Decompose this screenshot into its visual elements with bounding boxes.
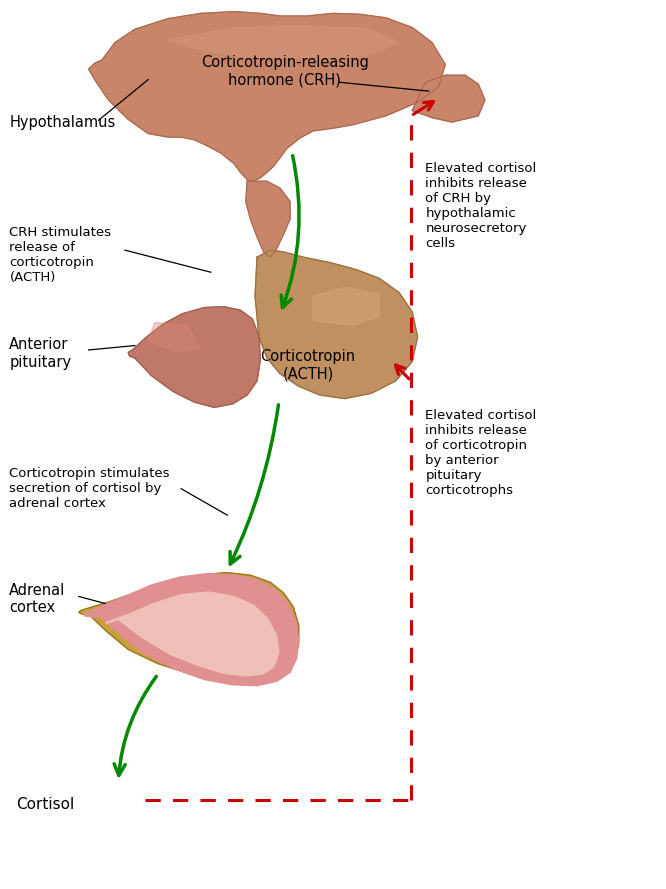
Text: Adrenal
cortex: Adrenal cortex [9, 583, 66, 615]
Polygon shape [168, 26, 399, 58]
Polygon shape [412, 76, 485, 122]
Text: CRH stimulates
release of
corticotropin
(ACTH): CRH stimulates release of corticotropin … [9, 226, 111, 284]
Text: Hypothalamus: Hypothalamus [9, 115, 116, 130]
Polygon shape [79, 573, 298, 681]
Polygon shape [106, 592, 279, 676]
Polygon shape [83, 573, 298, 685]
Polygon shape [313, 287, 379, 325]
Polygon shape [129, 307, 260, 407]
Polygon shape [148, 323, 201, 352]
Polygon shape [246, 181, 290, 257]
Text: Cortisol: Cortisol [16, 797, 74, 813]
Text: Corticotropin stimulates
secretion of cortisol by
adrenal cortex: Corticotropin stimulates secretion of co… [9, 468, 170, 510]
Text: Elevated cortisol
inhibits release
of CRH by
hypothalamic
neurosecretory
cells: Elevated cortisol inhibits release of CR… [426, 162, 537, 250]
Text: Corticotropin-releasing
hormone (CRH): Corticotropin-releasing hormone (CRH) [201, 55, 369, 88]
Polygon shape [89, 12, 446, 181]
Text: Elevated cortisol
inhibits release
of corticotropin
by anterior
pituitary
cortic: Elevated cortisol inhibits release of co… [426, 409, 537, 497]
Polygon shape [255, 250, 418, 398]
Text: Corticotropin
(ACTH): Corticotropin (ACTH) [260, 348, 356, 381]
Text: Anterior
pituitary: Anterior pituitary [9, 337, 71, 370]
